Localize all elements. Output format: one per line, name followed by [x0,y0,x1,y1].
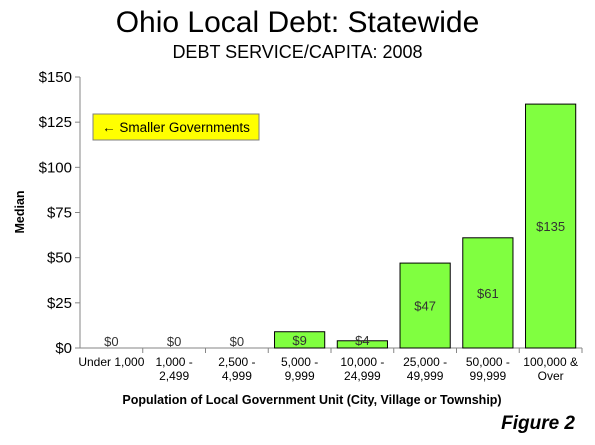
y-tick-label: $150 [39,69,72,86]
x-tick-label: 99,999 [470,369,507,383]
x-tick-label: 4,999 [222,369,252,383]
x-tick-label: 100,000 & [523,355,578,369]
x-tick-label: 5,000 - [281,355,318,369]
x-tick-label: 2,500 - [218,355,255,369]
bar [336,340,388,349]
x-tick-label: 25,000 - [403,355,447,369]
y-tick-label: $25 [47,295,72,312]
data-label: $4 [355,333,369,348]
x-tick-label: 2,499 [159,369,189,383]
data-label: $0 [230,334,244,349]
chart-title: Ohio Local Debt: Statewide [115,6,480,39]
data-label: $9 [292,333,306,348]
figure-label: Figure 2 [501,413,575,434]
x-tick-label: 49,999 [407,369,444,383]
y-tick-label: $0 [55,340,72,357]
bar [274,331,326,349]
x-tick-label: 24,999 [344,369,381,383]
y-tick-label: $50 [47,250,72,267]
bar [462,237,514,349]
data-label: $0 [167,334,181,349]
y-tick-label: $75 [47,205,72,222]
bar [399,262,451,349]
x-axis-title: Population of Local Government Unit (Cit… [122,393,501,407]
x-tick-label: 50,000 - [466,355,510,369]
annotation-box: ← Smaller Governments [92,113,260,141]
annotation-text: ← Smaller Governments [102,120,250,135]
data-label: $61 [477,286,499,301]
data-label: $47 [414,299,436,314]
y-axis-title: Median [13,190,27,233]
chart-subtitle: DEBT SERVICE/CAPITA: 2008 [172,42,423,62]
y-tick-label: $125 [39,114,72,131]
y-tick-label: $100 [39,159,72,176]
x-tick-label: Under 1,000 [78,355,144,369]
bar [525,103,577,349]
x-tick-label: Over [538,369,564,383]
x-tick-label: 9,999 [285,369,315,383]
x-tick-label: 1,000 - [155,355,192,369]
data-label: $0 [104,334,118,349]
data-label: $135 [536,219,565,234]
x-tick-label: 10,000 - [340,355,384,369]
